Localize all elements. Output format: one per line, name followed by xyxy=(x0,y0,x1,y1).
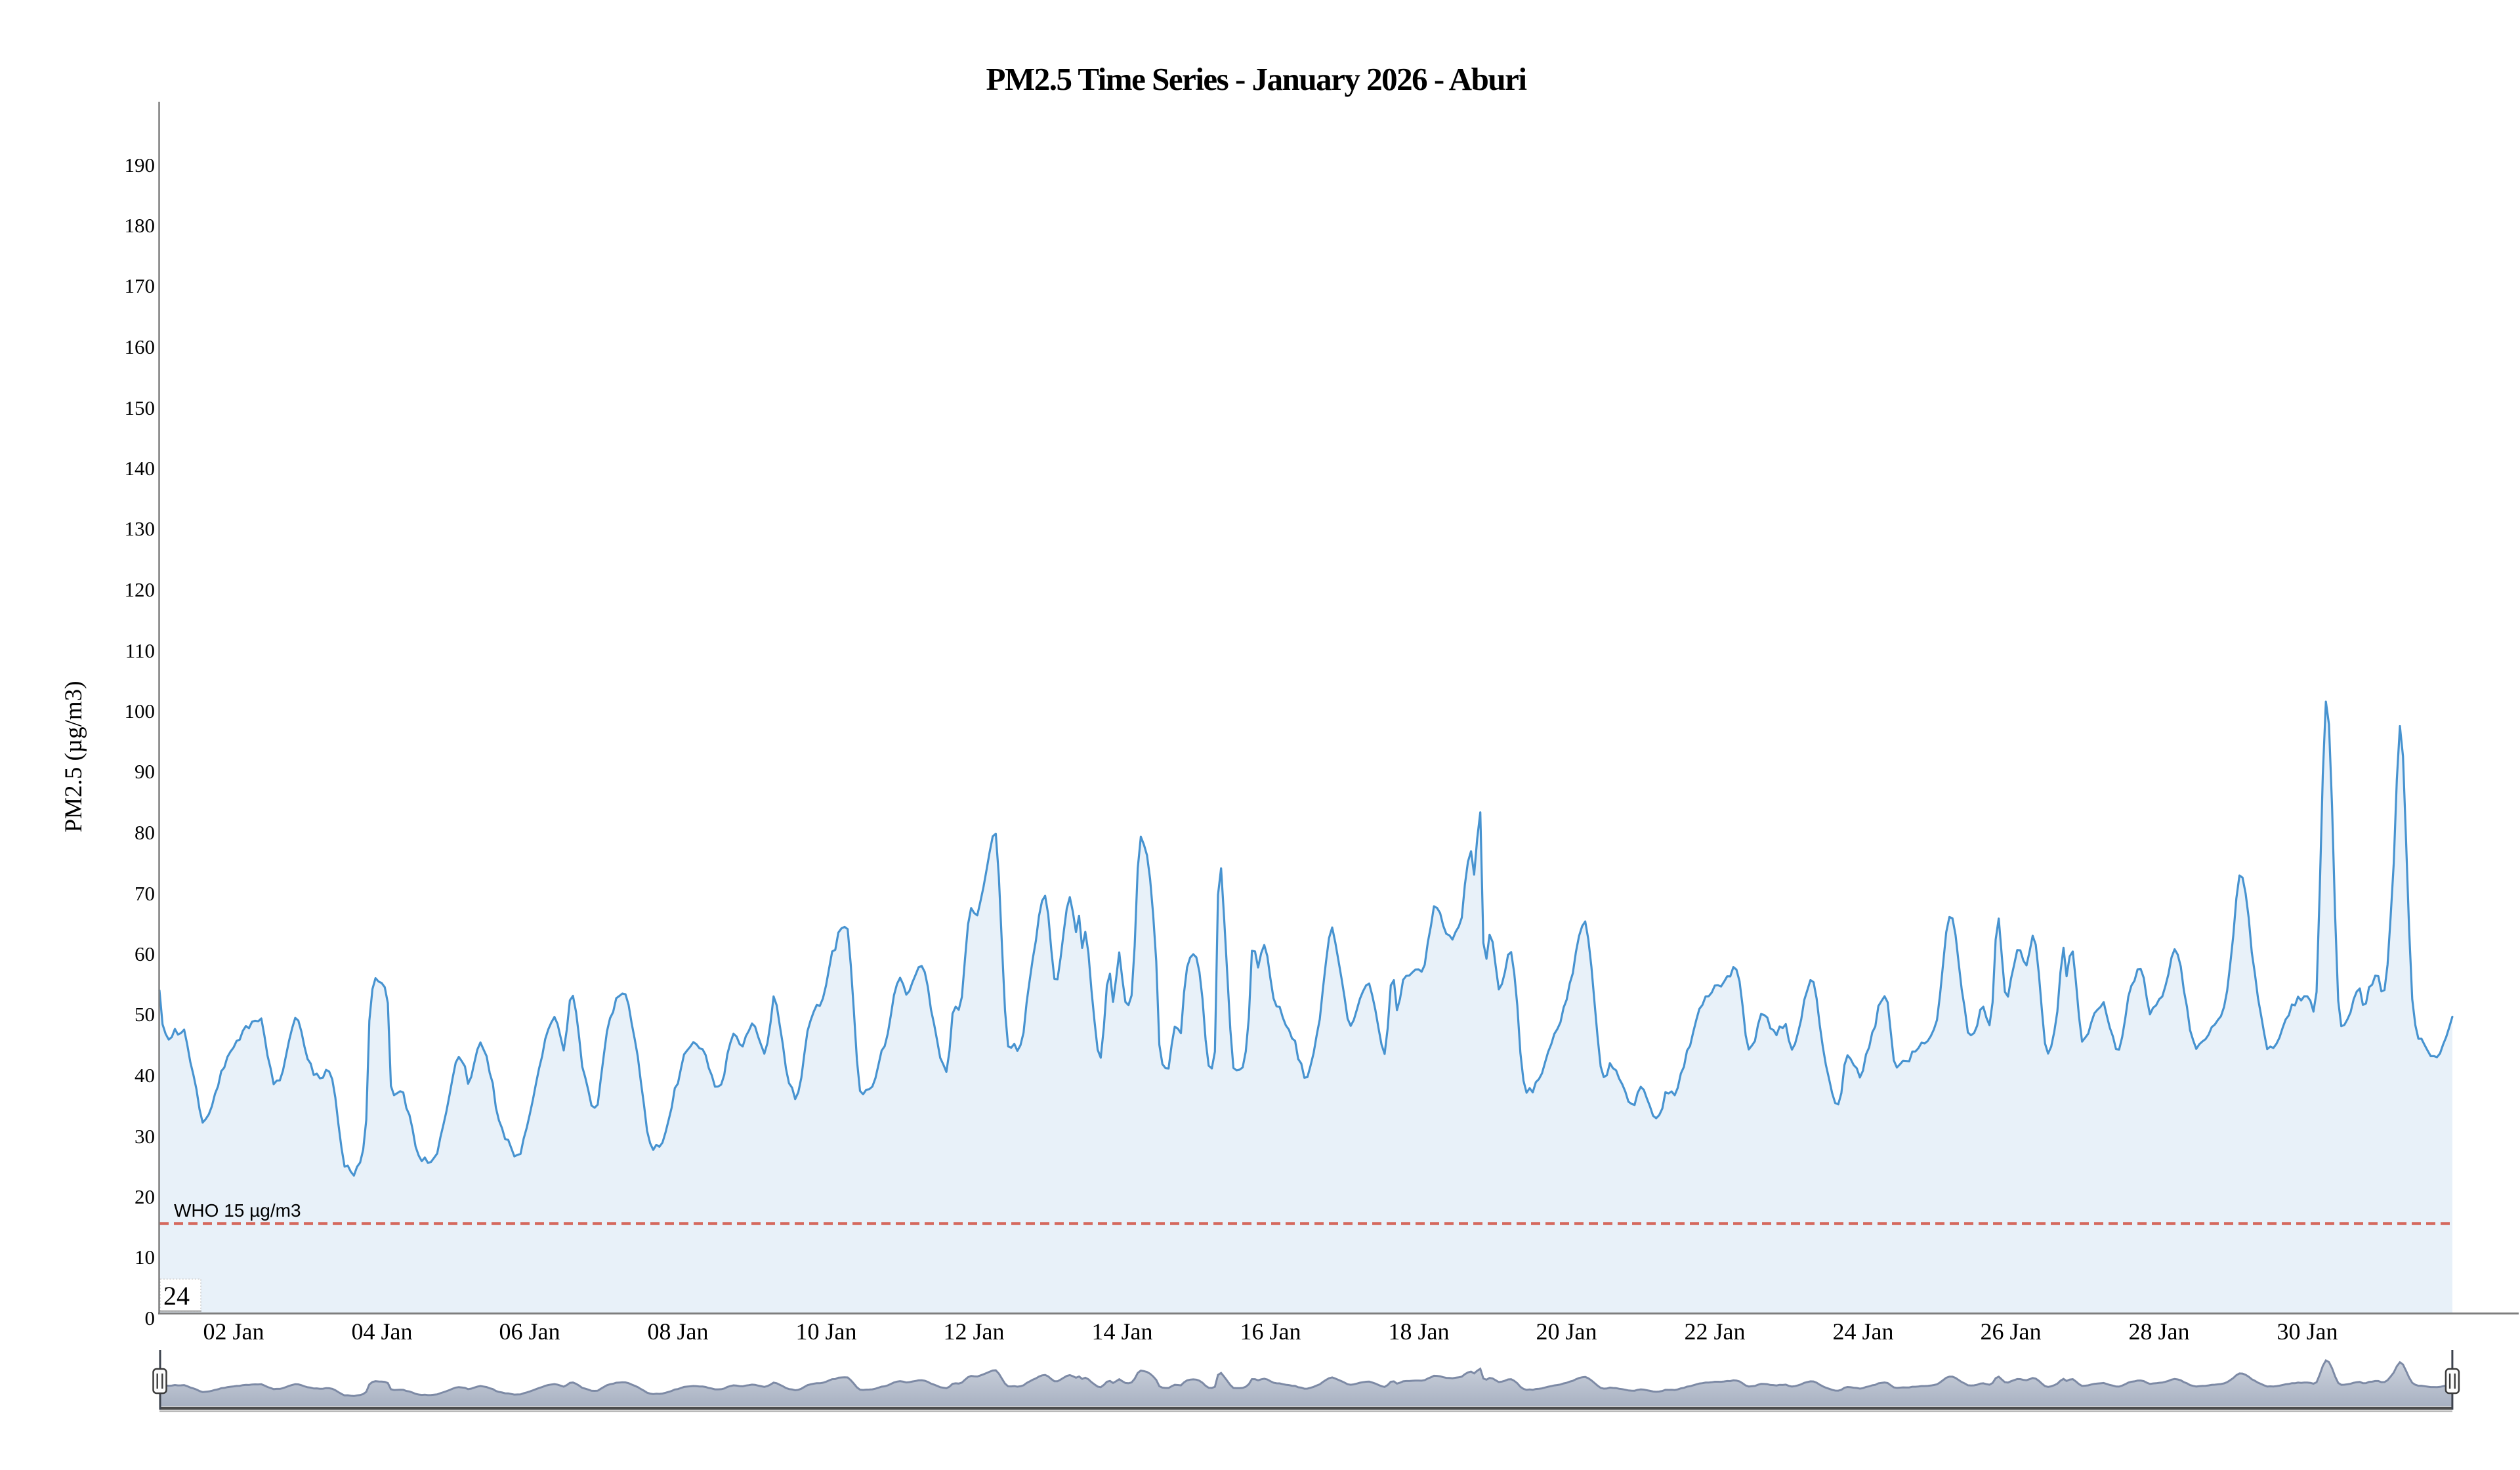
svg-text:28 Jan: 28 Jan xyxy=(2129,1318,2190,1345)
svg-text:100: 100 xyxy=(125,700,156,723)
svg-text:140: 140 xyxy=(125,457,156,480)
svg-text:PM2.5 Time Series - January 20: PM2.5 Time Series - January 2026 - Aburi xyxy=(986,61,1527,97)
svg-text:190: 190 xyxy=(125,154,156,177)
svg-text:16 Jan: 16 Jan xyxy=(1240,1318,1301,1345)
svg-text:20 Jan: 20 Jan xyxy=(1536,1318,1597,1345)
svg-text:110: 110 xyxy=(125,639,155,662)
svg-text:120: 120 xyxy=(125,578,156,601)
svg-text:WHO 15 µg/m3: WHO 15 µg/m3 xyxy=(174,1200,301,1221)
svg-text:24 Jan: 24 Jan xyxy=(1833,1318,1894,1345)
svg-text:0: 0 xyxy=(145,1307,156,1330)
svg-text:02 Jan: 02 Jan xyxy=(203,1318,264,1345)
svg-text:40: 40 xyxy=(135,1064,155,1087)
svg-text:60: 60 xyxy=(135,942,155,965)
svg-text:18 Jan: 18 Jan xyxy=(1389,1318,1450,1345)
svg-text:PM2.5 (µg/m3): PM2.5 (µg/m3) xyxy=(60,681,87,833)
svg-text:50: 50 xyxy=(135,1003,155,1026)
svg-text:10 Jan: 10 Jan xyxy=(796,1318,857,1345)
svg-text:160: 160 xyxy=(125,335,156,358)
svg-text:170: 170 xyxy=(125,274,156,297)
svg-text:130: 130 xyxy=(125,517,156,540)
svg-text:08 Jan: 08 Jan xyxy=(648,1318,709,1345)
svg-text:180: 180 xyxy=(125,214,156,237)
svg-text:10: 10 xyxy=(135,1246,155,1269)
svg-text:22 Jan: 22 Jan xyxy=(1685,1318,1746,1345)
svg-text:150: 150 xyxy=(125,396,156,419)
svg-text:04 Jan: 04 Jan xyxy=(352,1318,413,1345)
svg-text:90: 90 xyxy=(135,760,155,783)
svg-text:12 Jan: 12 Jan xyxy=(944,1318,1005,1345)
svg-text:20: 20 xyxy=(135,1185,155,1208)
svg-text:06 Jan: 06 Jan xyxy=(499,1318,560,1345)
svg-text:24: 24 xyxy=(163,1281,190,1311)
svg-text:70: 70 xyxy=(135,882,155,905)
svg-text:14 Jan: 14 Jan xyxy=(1092,1318,1153,1345)
svg-text:26 Jan: 26 Jan xyxy=(1981,1318,2042,1345)
svg-text:30 Jan: 30 Jan xyxy=(2277,1318,2338,1345)
svg-text:30: 30 xyxy=(135,1125,155,1148)
svg-text:80: 80 xyxy=(135,821,155,844)
